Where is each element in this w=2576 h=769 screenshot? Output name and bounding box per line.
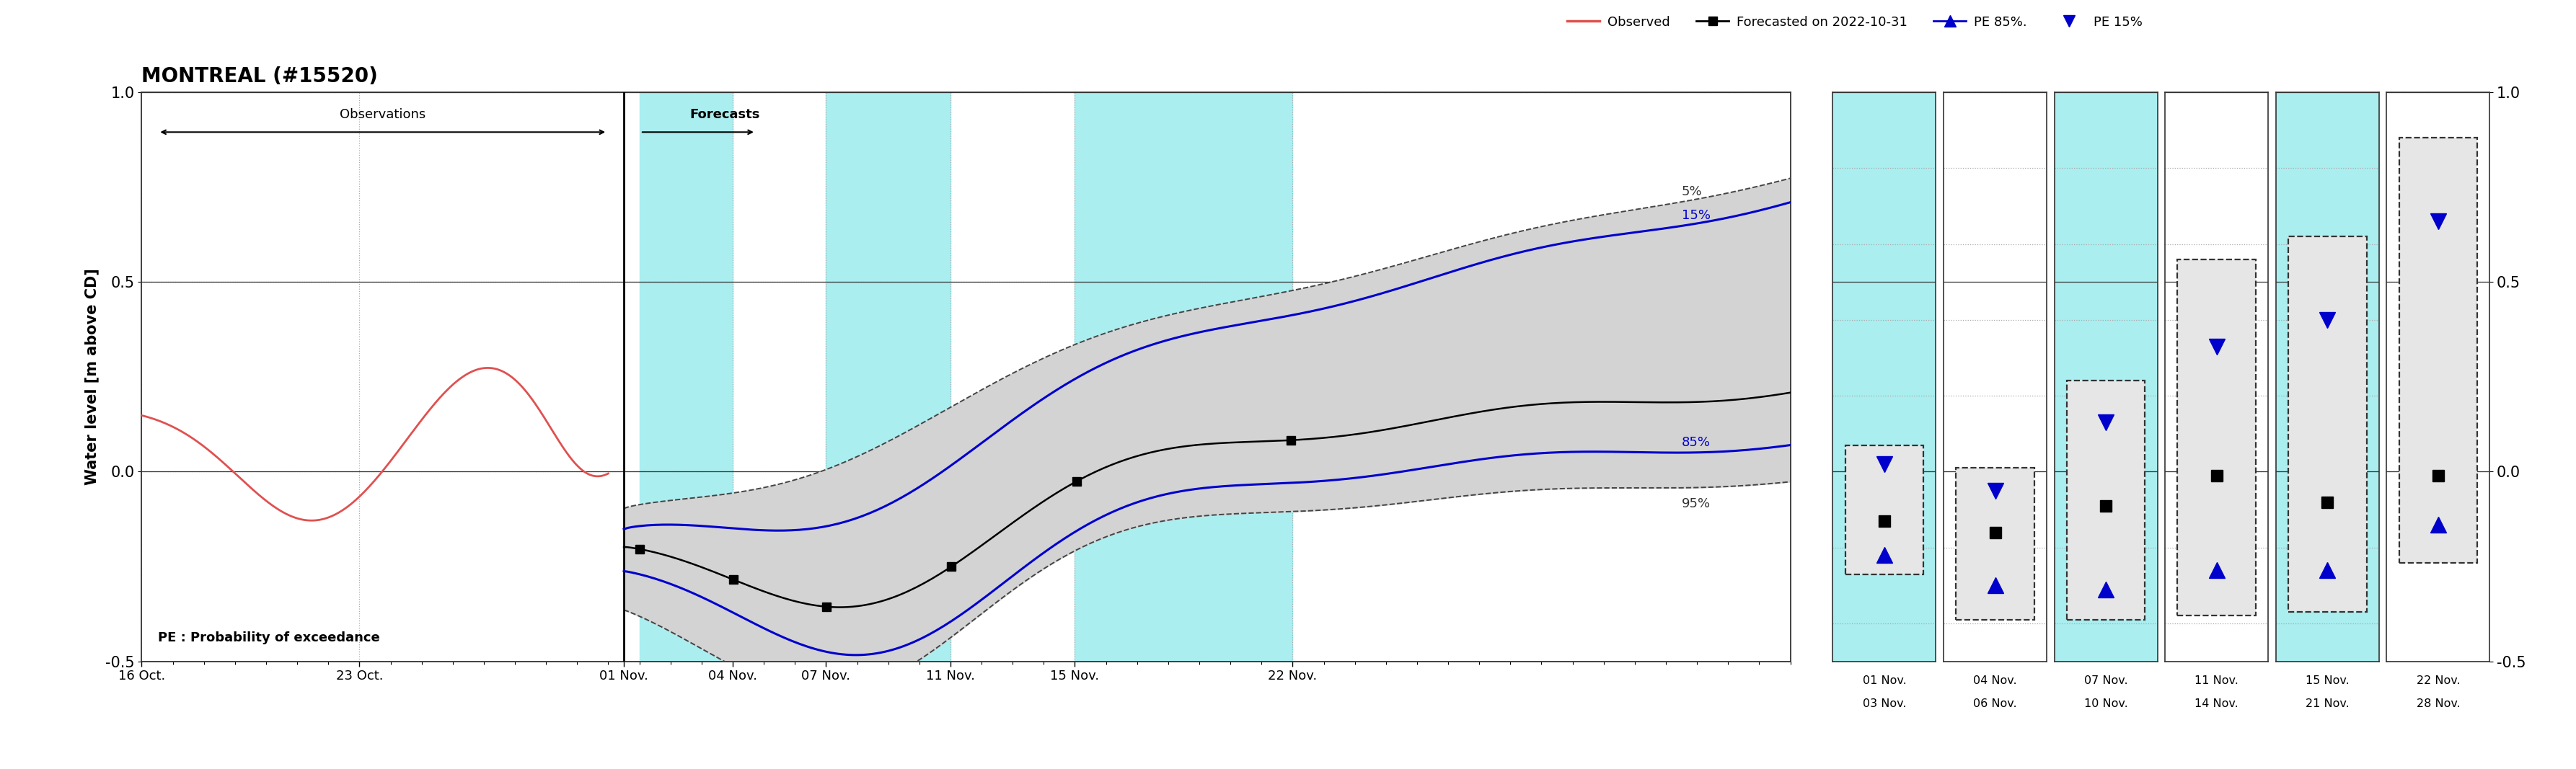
Bar (2398, 138, 2478, 563)
Bar (1955, 468, 2035, 620)
Text: 01 Nov.: 01 Nov. (1862, 675, 1906, 686)
Text: 28 Nov.: 28 Nov. (2416, 698, 2460, 709)
Bar (2287, 236, 2367, 612)
Text: 14 Nov.: 14 Nov. (2195, 698, 2239, 709)
Bar (639, 92, 732, 661)
Bar (2177, 259, 2257, 616)
Text: Forecasts: Forecasts (690, 108, 760, 121)
Text: 07 Nov.: 07 Nov. (2084, 675, 2128, 686)
Text: 04 Nov.: 04 Nov. (1973, 675, 2017, 686)
Bar (2066, 381, 2146, 620)
Text: 03 Nov.: 03 Nov. (1862, 698, 1906, 709)
Text: 5%: 5% (1682, 185, 1703, 198)
Bar (1844, 445, 1924, 574)
Text: 06 Nov.: 06 Nov. (1973, 698, 2017, 709)
Text: 95%: 95% (1682, 498, 1710, 511)
Text: 15 Nov.: 15 Nov. (2306, 675, 2349, 686)
Text: 10 Nov.: 10 Nov. (2084, 698, 2128, 709)
Bar (1074, 92, 1293, 661)
Text: 21 Nov.: 21 Nov. (2306, 698, 2349, 709)
Text: 11 Nov.: 11 Nov. (2195, 675, 2239, 686)
Text: PE : Probability of exceedance: PE : Probability of exceedance (157, 631, 381, 644)
Text: 22 Nov.: 22 Nov. (2416, 675, 2460, 686)
Text: 85%: 85% (1682, 436, 1710, 449)
Text: MONTREAL (#15520): MONTREAL (#15520) (142, 66, 379, 87)
Text: 15%: 15% (1682, 209, 1710, 222)
Y-axis label: Water level [m above CD]: Water level [m above CD] (85, 268, 100, 485)
Legend: Observed, Forecasted on 2022-10-31, PE 85%., PE 15%: Observed, Forecasted on 2022-10-31, PE 8… (1561, 10, 2148, 34)
Bar (827, 92, 951, 661)
Text: Observations: Observations (340, 108, 425, 121)
